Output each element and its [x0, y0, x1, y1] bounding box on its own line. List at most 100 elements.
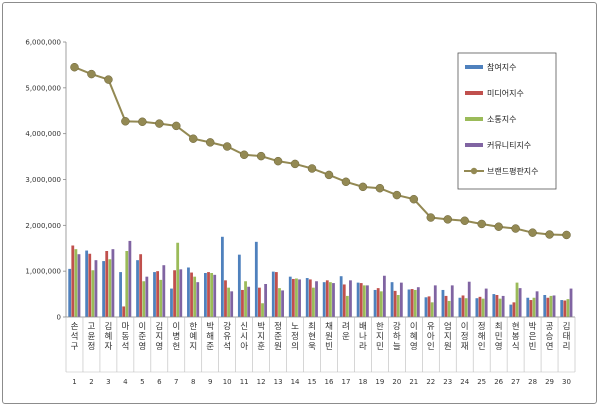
x-rank-label: 13 — [274, 378, 283, 386]
legend-swatch — [465, 65, 483, 69]
line-point — [104, 75, 113, 84]
bar-3 — [142, 281, 146, 317]
line-point — [222, 142, 232, 151]
line-point — [426, 213, 436, 222]
bar-3 — [379, 291, 383, 317]
bar-4 — [332, 283, 335, 317]
line-point — [155, 119, 164, 128]
bar-3 — [159, 279, 163, 317]
x-rank-label: 7 — [174, 378, 178, 386]
bar-4 — [433, 285, 437, 317]
x-rank-label: 14 — [291, 378, 300, 386]
bar-1 — [543, 295, 547, 317]
bar-3 — [413, 289, 417, 317]
bar-3 — [193, 276, 197, 317]
legend-swatch — [465, 91, 483, 95]
bar-2 — [241, 289, 244, 317]
line-point — [324, 170, 334, 180]
bar-1 — [458, 297, 462, 317]
bar-2 — [461, 295, 465, 317]
x-rank-label: 15 — [308, 378, 317, 386]
legend-swatch-marker — [470, 167, 478, 175]
bar-3 — [74, 249, 78, 317]
bar-3 — [244, 281, 247, 317]
bar-2 — [427, 296, 431, 317]
x-rank-label: 23 — [443, 378, 452, 386]
line-point — [239, 150, 249, 159]
bar-4 — [281, 290, 284, 317]
bar-2 — [512, 302, 516, 317]
bar-1 — [288, 276, 292, 317]
y-tick-label: 3,000,000 — [25, 176, 61, 184]
x-rank-label: 10 — [223, 378, 232, 386]
bar-3 — [278, 288, 281, 317]
x-rank-label: 26 — [494, 378, 503, 386]
bar-4 — [484, 288, 488, 317]
bar-3 — [295, 278, 298, 317]
line-point — [545, 230, 554, 239]
bar-3 — [261, 303, 264, 317]
bar-1 — [526, 297, 530, 317]
y-tick-label: 6,000,000 — [25, 39, 61, 47]
x-rank-label: 16 — [325, 378, 334, 386]
bar-4 — [213, 274, 217, 317]
x-rank-label: 17 — [341, 378, 350, 386]
bar-2 — [359, 283, 363, 317]
x-rank-label: 29 — [545, 378, 554, 386]
bar-2 — [88, 253, 92, 317]
bar-4 — [501, 295, 505, 317]
line-point — [307, 164, 317, 173]
bar-1 — [153, 272, 156, 317]
bar-3 — [430, 302, 434, 317]
bar-4 — [264, 284, 268, 317]
legend-label: 참여지수 — [487, 62, 516, 72]
bar-2 — [139, 254, 143, 317]
line-point — [121, 117, 130, 126]
bar-1 — [407, 289, 411, 317]
bar-4 — [518, 288, 522, 317]
line-point — [494, 222, 503, 231]
bar-1 — [237, 254, 241, 317]
bar-1 — [136, 260, 139, 317]
bar-2 — [291, 278, 295, 317]
x-rank-label: 3 — [106, 378, 110, 386]
bar-2 — [529, 300, 533, 317]
line-point — [528, 228, 537, 237]
bar-4 — [230, 291, 234, 317]
bar-2 — [376, 288, 380, 317]
line-point — [273, 156, 283, 166]
x-rank-label: 8 — [191, 378, 195, 386]
bar-4 — [467, 281, 471, 317]
bar-3 — [464, 298, 468, 317]
bar-3 — [396, 295, 400, 317]
bar-4 — [416, 287, 420, 317]
bar-2 — [325, 280, 329, 317]
line-point — [70, 62, 79, 72]
bar-2 — [393, 290, 397, 317]
x-rank-label: 6 — [157, 378, 162, 386]
bar-1 — [356, 282, 360, 317]
bar-1 — [254, 241, 258, 317]
bar-2 — [274, 272, 278, 317]
bar-1 — [509, 304, 513, 317]
legend-swatch — [465, 143, 483, 147]
line-point — [511, 224, 520, 233]
bar-3 — [362, 285, 366, 317]
bar-4 — [399, 282, 403, 317]
bar-4 — [552, 295, 556, 317]
line-point — [358, 182, 368, 192]
bar-4 — [569, 288, 573, 317]
line-point — [443, 215, 452, 224]
bar-3 — [125, 251, 129, 317]
